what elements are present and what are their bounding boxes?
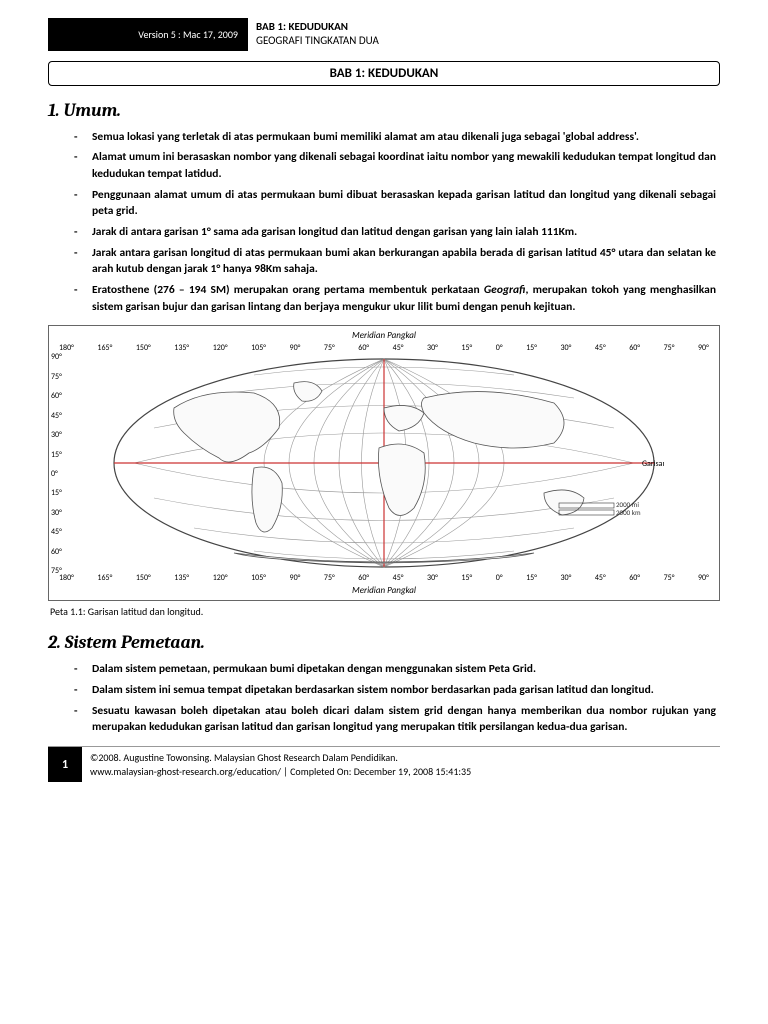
deg: 15° bbox=[461, 343, 472, 353]
deg: 75° bbox=[664, 343, 675, 353]
deg: 90° bbox=[698, 573, 709, 583]
meridian-label-top: Meridian Pangkal bbox=[55, 330, 713, 341]
text: Eratosthene (276 – 194 SM) merupakan ora… bbox=[92, 283, 484, 297]
section2-heading: 2. Sistem Pemetaan. bbox=[48, 632, 720, 653]
equator-label: Garisan Khatulistiwa bbox=[642, 459, 664, 469]
lon-labels-bot: 180°165°150°135°120°105°90°75°60°45°30°1… bbox=[55, 573, 713, 583]
deg: 75° bbox=[324, 343, 335, 353]
map-figure: Meridian Pangkal 180°165°150°135°120°105… bbox=[48, 325, 720, 601]
page-footer: 1 ©2008. Augustine Towonsing. Malaysian … bbox=[48, 746, 720, 782]
page-header: Version 5 : Mac 17, 2009 BAB 1: KEDUDUKA… bbox=[48, 18, 720, 51]
list-item: Dalam sistem pemetaan, permukaan bumi di… bbox=[92, 661, 720, 678]
deg: 75° bbox=[664, 573, 675, 583]
list-item: Eratosthene (276 – 194 SM) merupakan ora… bbox=[92, 282, 720, 315]
deg: 120° bbox=[213, 343, 228, 353]
list-item: Dalam sistem ini semua tempat dipetakan … bbox=[92, 682, 720, 699]
deg: 30° bbox=[427, 343, 438, 353]
deg: 120° bbox=[213, 573, 228, 583]
page-number: 1 bbox=[48, 747, 82, 782]
deg: 15° bbox=[526, 573, 537, 583]
lat-left: 90° 75° 60° 45° 30° 15° 0° 15° 30° 45° 6… bbox=[51, 352, 62, 576]
footer-url: www.malaysian-ghost-research.org/educati… bbox=[90, 765, 471, 779]
list-item: Alamat umum ini berasaskan nombor yang d… bbox=[92, 149, 720, 182]
deg: 15° bbox=[526, 343, 537, 353]
deg: 165° bbox=[97, 573, 112, 583]
deg: 150° bbox=[136, 343, 151, 353]
list-item: Penggunaan alamat umum di atas permukaan… bbox=[92, 187, 720, 220]
deg: 75° bbox=[51, 372, 62, 382]
deg: 45° bbox=[51, 411, 62, 421]
deg: 90° bbox=[290, 573, 301, 583]
lon-labels-top: 180°165°150°135°120°105°90°75°60°45°30°1… bbox=[55, 343, 713, 353]
deg: 60° bbox=[51, 391, 62, 401]
deg: 135° bbox=[174, 573, 189, 583]
deg: 75° bbox=[51, 566, 62, 576]
deg: 90° bbox=[51, 352, 62, 362]
deg: 90° bbox=[698, 343, 709, 353]
deg: 30° bbox=[427, 573, 438, 583]
deg: 30° bbox=[560, 343, 571, 353]
list-item: Jarak di antara garisan 1° sama ada gari… bbox=[92, 224, 720, 241]
scale-km: 2000 km bbox=[616, 508, 641, 517]
deg: 90° bbox=[290, 343, 301, 353]
deg: 45° bbox=[393, 573, 404, 583]
deg: 15° bbox=[51, 450, 62, 460]
version-text: Version 5 : Mac 17, 2009 bbox=[138, 28, 238, 41]
title-box: BAB 1: KEDUDUKAN bbox=[48, 61, 720, 86]
deg: 60° bbox=[358, 343, 369, 353]
deg: 105° bbox=[251, 573, 266, 583]
footer-text: ©2008. Augustine Towonsing. Malaysian Gh… bbox=[82, 747, 479, 782]
deg: 105° bbox=[251, 343, 266, 353]
deg: 45° bbox=[393, 343, 404, 353]
deg: 60° bbox=[629, 573, 640, 583]
deg: 45° bbox=[51, 527, 62, 537]
deg: 150° bbox=[136, 573, 151, 583]
deg: 15° bbox=[461, 573, 472, 583]
deg: 0° bbox=[51, 469, 62, 479]
deg: 60° bbox=[358, 573, 369, 583]
header-right: BAB 1: KEDUDUKAN GEOGRAFI TINGKATAN DUA bbox=[248, 18, 379, 51]
deg: 45° bbox=[595, 573, 606, 583]
deg: 60° bbox=[51, 547, 62, 557]
text-italic: Geografi bbox=[484, 283, 526, 297]
deg: 0° bbox=[496, 343, 503, 353]
deg: 30° bbox=[51, 430, 62, 440]
list-item: Sesuatu kawasan boleh dipetakan atau bol… bbox=[92, 703, 720, 736]
deg: 75° bbox=[324, 573, 335, 583]
version-block: Version 5 : Mac 17, 2009 bbox=[48, 18, 248, 51]
list-item: Semua lokasi yang terletak di atas permu… bbox=[92, 129, 720, 146]
deg: 30° bbox=[51, 508, 62, 518]
section2-list: Dalam sistem pemetaan, permukaan bumi di… bbox=[48, 661, 720, 736]
copyright: ©2008. Augustine Towonsing. Malaysian Gh… bbox=[90, 751, 471, 765]
deg: 15° bbox=[51, 488, 62, 498]
header-bab: BAB 1: KEDUDUKAN bbox=[256, 20, 379, 34]
section1-heading: 1. Umum. bbox=[48, 100, 720, 121]
deg: 30° bbox=[560, 573, 571, 583]
section1-list: Semua lokasi yang terletak di atas permu… bbox=[48, 129, 720, 316]
world-map-svg: 2000 mi 2000 km Garisan Khatulistiwa bbox=[104, 353, 664, 573]
deg: 165° bbox=[97, 343, 112, 353]
deg: 0° bbox=[496, 573, 503, 583]
deg: 135° bbox=[174, 343, 189, 353]
deg: 60° bbox=[629, 343, 640, 353]
list-item: Jarak antara garisan longitud di atas pe… bbox=[92, 245, 720, 278]
meridian-label-bot: Meridian Pangkal bbox=[55, 585, 713, 596]
header-sub: GEOGRAFI TINGKATAN DUA bbox=[256, 34, 379, 48]
map-caption: Peta 1.1: Garisan latitud dan longitud. bbox=[50, 605, 720, 618]
deg: 45° bbox=[595, 343, 606, 353]
